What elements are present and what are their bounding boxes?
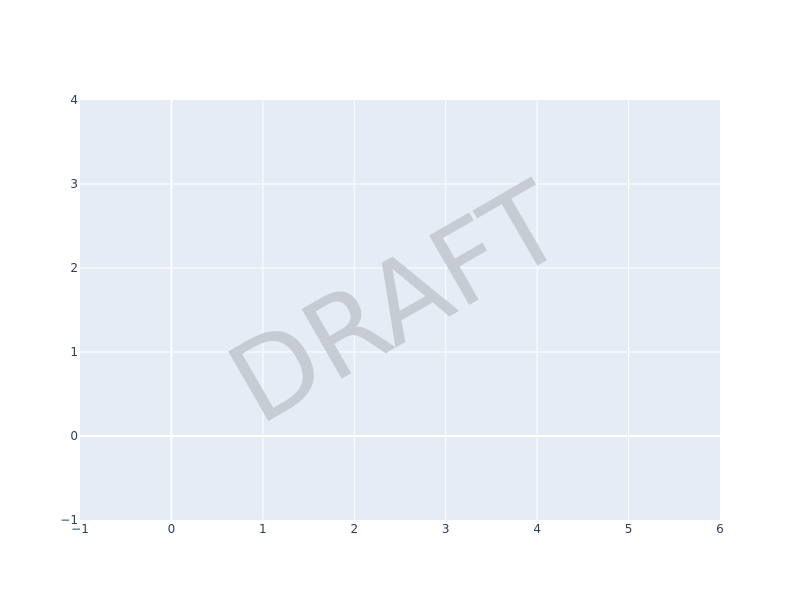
x-tick-label: 5 (625, 522, 633, 536)
x-tick-label: 1 (259, 522, 267, 536)
y-axis-ticks: −1 0 1 2 3 4 (60, 93, 78, 527)
y-tick-label: 1 (70, 345, 78, 359)
y-tick-label: 3 (70, 177, 78, 191)
x-tick-label: 6 (716, 522, 724, 536)
x-axis-ticks: −1 0 1 2 3 4 5 6 (71, 522, 724, 536)
y-tick-label: −1 (60, 513, 78, 527)
plot-area (80, 100, 720, 520)
x-tick-label: −1 (71, 522, 89, 536)
x-tick-label: 0 (168, 522, 176, 536)
y-tick-label: 2 (70, 261, 78, 275)
y-tick-label: 0 (70, 429, 78, 443)
x-tick-label: 3 (442, 522, 450, 536)
y-gridlines (80, 183, 720, 437)
x-gridlines (170, 100, 630, 520)
y-tick-label: 4 (70, 93, 78, 107)
x-tick-label: 2 (350, 522, 358, 536)
x-tick-label: 4 (533, 522, 541, 536)
